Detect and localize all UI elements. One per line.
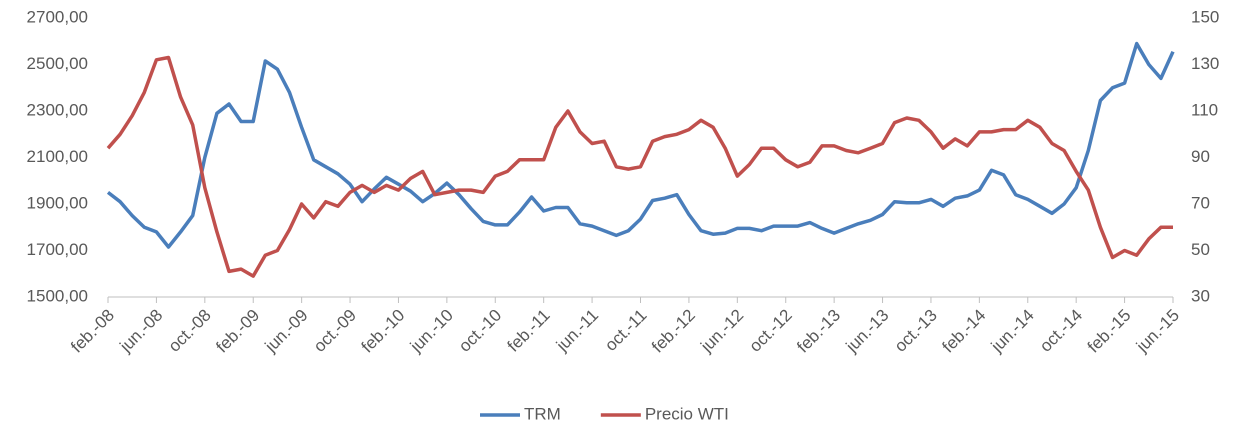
x-tick-label: feb.-14 bbox=[938, 306, 989, 357]
y2-tick-label: 130 bbox=[1191, 54, 1219, 73]
y-tick-label: 2500,00 bbox=[27, 54, 88, 73]
x-tick-label: jun.-15 bbox=[1132, 306, 1183, 357]
x-tick-label: feb.-10 bbox=[358, 306, 409, 357]
x-tick-label: jun.-10 bbox=[406, 306, 457, 357]
x-tick-label: feb.-11 bbox=[504, 306, 554, 356]
y2-tick-label: 70 bbox=[1191, 193, 1210, 212]
x-tick-label: jun.-11 bbox=[552, 306, 602, 356]
x-tick-label: feb.-12 bbox=[648, 306, 699, 357]
x-tick-label: oct.-11 bbox=[601, 306, 650, 355]
y-tick-label: 1900,00 bbox=[27, 193, 88, 212]
legend-label: Precio WTI bbox=[645, 404, 729, 423]
y2-tick-label: 110 bbox=[1191, 100, 1218, 119]
y2-tick-label: 150 bbox=[1191, 7, 1219, 26]
x-tick-label: feb.-15 bbox=[1084, 306, 1135, 357]
y-tick-label: 1700,00 bbox=[27, 240, 88, 259]
x-tick-label: jun.-09 bbox=[261, 306, 312, 357]
x-tick-label: feb.-08 bbox=[67, 306, 118, 357]
y2-tick-label: 90 bbox=[1191, 147, 1210, 166]
series-line bbox=[106, 41, 1175, 249]
x-tick-label: jun.-13 bbox=[842, 306, 893, 357]
x-tick-label: feb.-13 bbox=[793, 306, 844, 357]
series-line bbox=[106, 55, 1173, 278]
x-tick-label: jun.-14 bbox=[987, 306, 1038, 357]
x-tick-label: oct.-09 bbox=[310, 306, 360, 356]
x-tick-label: oct.-12 bbox=[746, 306, 796, 356]
x-tick-label: jun.-08 bbox=[116, 306, 167, 357]
y-tick-label: 2100,00 bbox=[27, 147, 88, 166]
y2-tick-label: 30 bbox=[1191, 286, 1210, 305]
y-tick-label: 2300,00 bbox=[27, 100, 88, 119]
y-tick-label: 2700,00 bbox=[27, 7, 88, 26]
y2-tick-label: 50 bbox=[1191, 240, 1210, 259]
x-tick-label: jun.-12 bbox=[696, 306, 747, 357]
x-tick-label: oct.-10 bbox=[455, 306, 505, 356]
x-tick-label: feb.-09 bbox=[212, 306, 263, 357]
x-tick-label: oct.-14 bbox=[1036, 306, 1086, 356]
y-tick-label: 1500,00 bbox=[27, 286, 88, 305]
legend-label: TRM bbox=[524, 404, 561, 423]
x-tick-label: oct.-13 bbox=[891, 306, 941, 356]
x-tick-label: oct.-08 bbox=[165, 306, 215, 356]
